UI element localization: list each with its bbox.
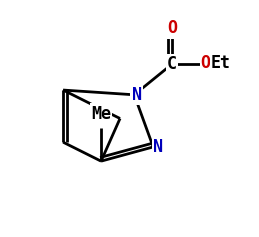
Text: O: O bbox=[200, 54, 210, 72]
Text: O: O bbox=[167, 19, 177, 37]
Text: Et: Et bbox=[211, 54, 231, 72]
Text: N: N bbox=[153, 138, 163, 156]
Text: Me: Me bbox=[91, 105, 111, 123]
Text: C: C bbox=[167, 55, 177, 73]
Text: N: N bbox=[132, 86, 142, 104]
